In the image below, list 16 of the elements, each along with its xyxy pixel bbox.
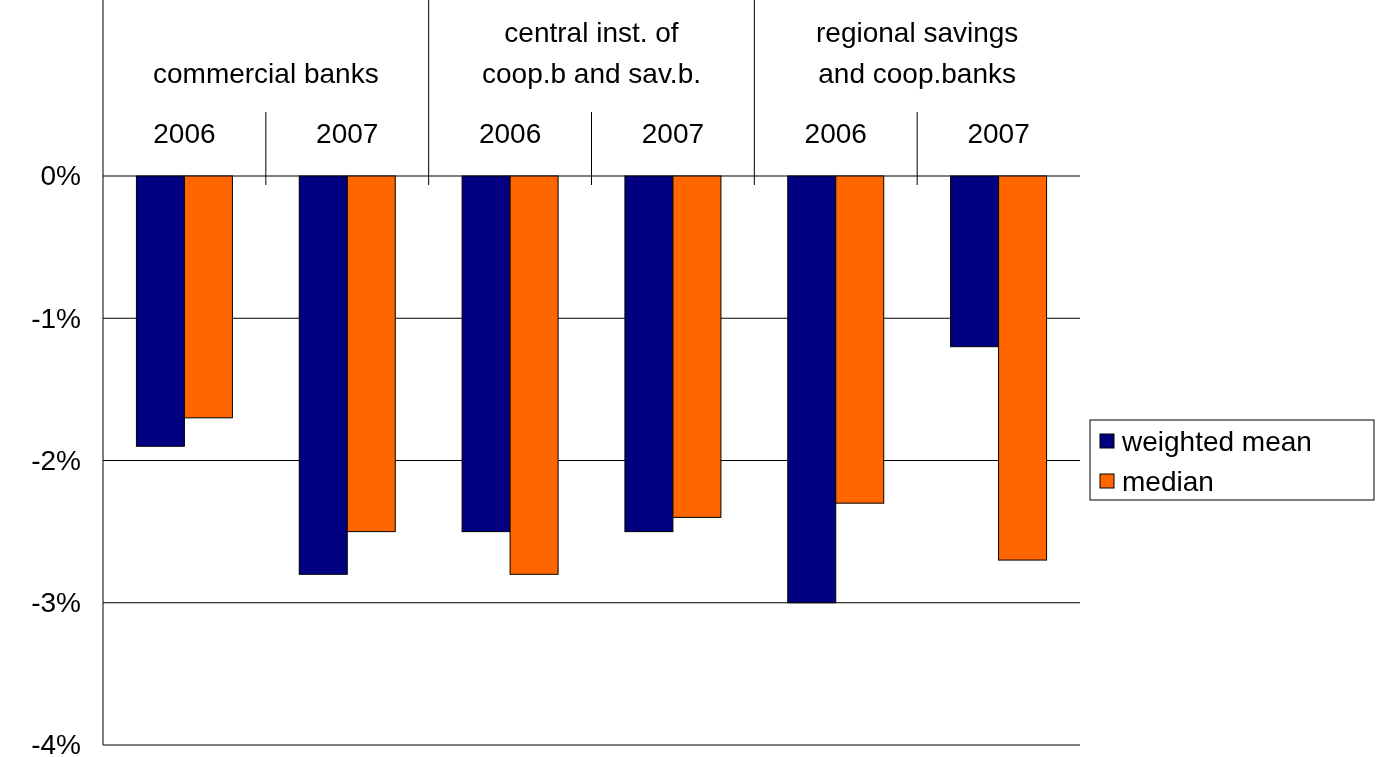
- text: regional savings and coop.banks: [815, 17, 1019, 89]
- x-tick-label: 2007: [641, 118, 705, 149]
- y-tick-label: -1%: [31, 302, 81, 334]
- x-tick-label: 2006: [478, 118, 542, 149]
- y-tick-label: -4%: [31, 729, 81, 757]
- text: central inst. of coop.b and sav.b.: [482, 17, 701, 89]
- x-tick-label: 2007: [316, 118, 379, 149]
- text: commercial banks: [153, 58, 379, 89]
- y-tick-label: 0%: [40, 160, 81, 192]
- legend-label: median: [1122, 466, 1214, 497]
- y-tick-label: -3%: [31, 587, 81, 619]
- y-tick-label: -2%: [31, 444, 81, 476]
- x-tick-label: 2006: [153, 118, 216, 149]
- x-tick-label: 2006: [804, 118, 867, 149]
- x-tick-label: 2007: [967, 118, 1030, 149]
- legend-label: weighted mean: [1121, 426, 1312, 457]
